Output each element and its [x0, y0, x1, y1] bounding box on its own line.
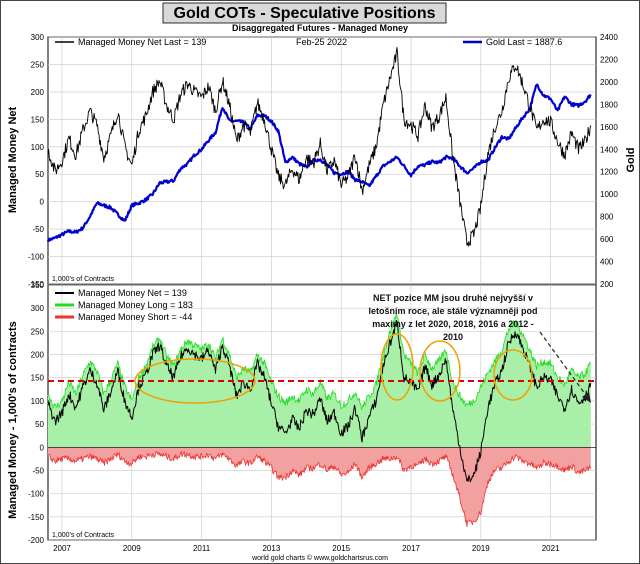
top-right-tick-label: 800 [600, 213, 614, 222]
bottom-tick-label: -200 [28, 536, 45, 545]
highlight-ellipse-2020 [493, 349, 533, 401]
x-tick-label: 2019 [472, 544, 490, 553]
top-left-tick-label: 150 [31, 115, 45, 124]
top-panel: -150 -100 -50 0 50 100 150 200 250 300 200 400 600 8… [7, 33, 637, 289]
chart-title: Gold COTs - Speculative Positions [174, 5, 436, 22]
legend-net-label-bottom: Managed Money Net = 139 [78, 288, 187, 298]
bottom-tick-label: 350 [31, 281, 45, 290]
top-right-tick-label: 1600 [600, 123, 618, 132]
top-left-tick-label: 50 [35, 170, 44, 179]
managed-money-short-area [48, 447, 591, 527]
bottom-left-ticks: -200 -150 -100 -50 0 50 100 150 200 250 300 350 [28, 281, 45, 545]
bottom-panel: -200 -150 -100 -50 0 50 100 150 200 250 300 350 NET… [7, 281, 597, 545]
highlight-ellipse-2017 [419, 340, 461, 402]
x-tick-label: 2011 [193, 544, 211, 553]
bottom-tick-label: 200 [31, 351, 45, 360]
annotation-arrow-head [582, 392, 591, 403]
top-right-tick-label: 1800 [600, 100, 618, 109]
legend-long-label: Managed Money Long = 183 [78, 300, 193, 310]
x-axis-ticks: 2007 2009 2011 2013 2015 2017 2019 2021 [53, 544, 560, 553]
title-box [162, 2, 447, 24]
top-gridlines [48, 36, 596, 285]
top-right-tick-label: 1400 [600, 145, 618, 154]
bottom-tick-label: 0 [40, 443, 45, 452]
top-left-tick-label: 100 [31, 143, 45, 152]
x-tick-label: 2015 [332, 544, 350, 553]
bottom-tick-label: -50 [32, 466, 44, 475]
managed-money-long-series [47, 312, 591, 411]
legend-gold-label: Gold Last = 1887.6 [486, 37, 562, 47]
managed-money-net-series [47, 47, 592, 247]
x-tick-label: 2013 [262, 544, 280, 553]
top-right-tick-label: 2400 [600, 33, 618, 42]
gold-price-series [46, 83, 592, 243]
top-right-tick-label: 600 [600, 235, 614, 244]
highlight-ellipse-2016 [380, 333, 414, 401]
date-label: Feb-25 2022 [296, 37, 347, 47]
top-left-tick-label: -100 [28, 253, 45, 262]
bottom-tick-label: 300 [31, 304, 45, 313]
top-right-axis-title: Gold [625, 147, 637, 172]
legend-short-label: Managed Money Short = -44 [78, 312, 192, 322]
x-tick-label: 2021 [542, 544, 560, 553]
annotation-line-4: 2010 [443, 332, 463, 342]
managed-money-net-bottom-series [47, 320, 592, 483]
top-right-tick-label: 2200 [600, 55, 618, 64]
bottom-tick-label: 250 [31, 327, 45, 336]
bottom-axis-title: Managed Money - 1,000's of contracts [7, 321, 19, 519]
bottom-tick-label: -150 [28, 513, 45, 522]
x-tick-label: 2009 [123, 544, 141, 553]
highlight-ellipse-2010-2012 [134, 358, 256, 404]
annotation-line-1: NET pozice MM jsou druhé nejvyšší v [373, 293, 533, 303]
top-right-ticks: 200 400 600 800 1000 1200 1400 1600 1800 2000 2200… [600, 33, 618, 289]
bottom-tick-label: 150 [31, 374, 45, 383]
top-units-note: 1,000's of Contracts [52, 276, 115, 283]
bottom-units-note: 1,000's of Contracts [52, 532, 115, 539]
bottom-tick-label: 50 [35, 420, 44, 429]
top-right-tick-label: 2000 [600, 78, 618, 87]
annotation-line-3: maximy z let 2020, 2018, 2016 a 2012 - [372, 319, 534, 329]
annotation-line-2: letošním roce, ale stále významněji pod [368, 306, 537, 316]
x-tick-label: 2007 [53, 544, 71, 553]
top-left-tick-label: 200 [31, 88, 45, 97]
top-left-ticks: -150 -100 -50 0 50 100 150 200 250 300 [28, 33, 45, 289]
top-right-tick-label: 200 [600, 280, 614, 289]
top-left-tick-label: 300 [31, 33, 45, 42]
top-left-tick-label: -50 [32, 225, 44, 234]
top-left-tick-label: 250 [31, 60, 45, 69]
chart-subtitle: Disaggregated Futures - Managed Money [232, 23, 408, 33]
top-left-tick-label: 0 [40, 198, 45, 207]
managed-money-long-area [48, 312, 591, 448]
managed-money-short-series [47, 450, 592, 527]
top-left-axis-title: Managed Money Net [7, 106, 19, 213]
footer-credit: world gold charts © www.goldchartsrus.co… [251, 554, 388, 562]
bottom-tick-label: -100 [28, 490, 45, 499]
top-right-tick-label: 1200 [600, 168, 618, 177]
legend-net-label: Managed Money Net Last = 139 [78, 37, 206, 47]
bottom-tick-label: 100 [31, 397, 45, 406]
annotation-text: NET pozice MM jsou druhé nejvyšší v leto… [368, 293, 537, 342]
x-tick-label: 2017 [402, 544, 420, 553]
top-left-tick-label: -150 [28, 280, 45, 289]
top-right-tick-label: 400 [600, 258, 614, 267]
top-right-tick-label: 1000 [600, 190, 618, 199]
